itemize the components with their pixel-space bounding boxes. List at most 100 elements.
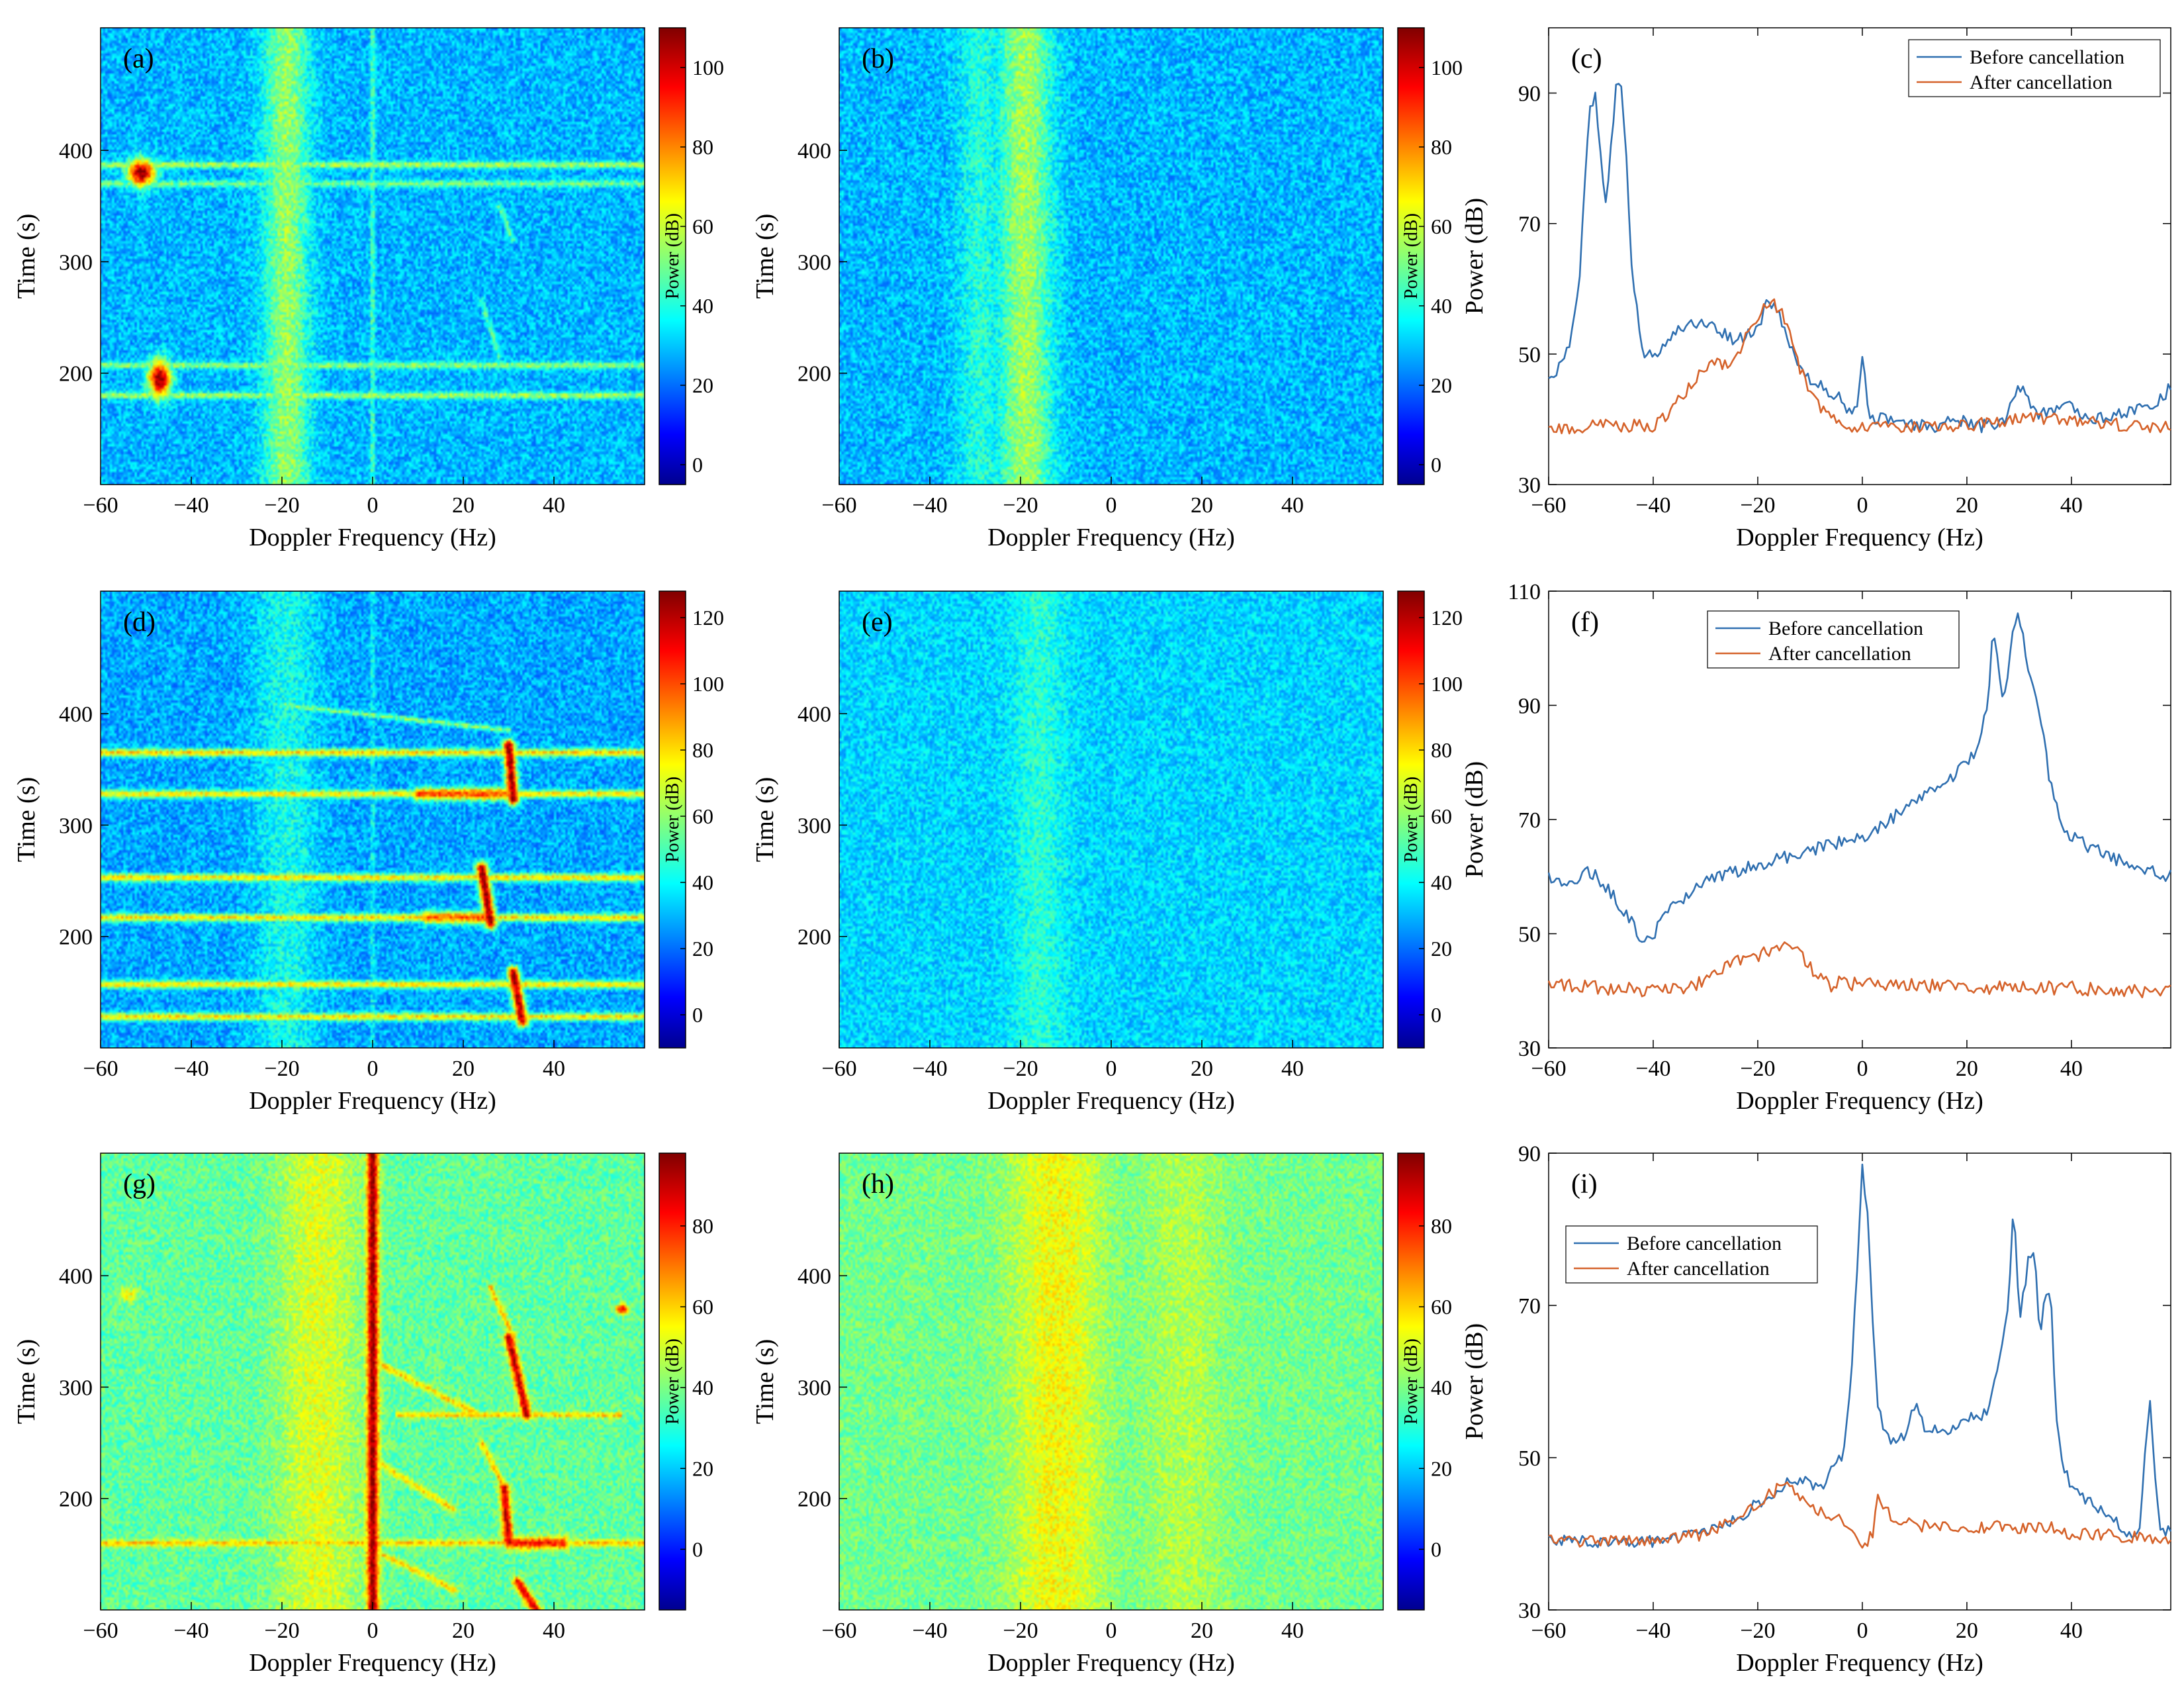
- colorbar-tick-label: 0: [692, 1003, 703, 1027]
- y-tick-label: 50: [1518, 343, 1541, 367]
- spectrogram-image: [839, 1153, 1383, 1610]
- y-tick-label: 110: [1508, 580, 1541, 604]
- x-tick-label: −60: [83, 1057, 118, 1081]
- x-tick-label: 20: [1956, 493, 1978, 518]
- panel-label: (c): [1571, 44, 1602, 74]
- x-tick-label: 40: [2060, 493, 2083, 518]
- colorbar: [1397, 1152, 1425, 1611]
- x-tick-label: −20: [1740, 493, 1775, 518]
- colorbar-tick-label: 0: [1431, 453, 1441, 477]
- y-tick-label: 400: [59, 1264, 93, 1289]
- colorbar-label: Power (dB): [1401, 1339, 1422, 1425]
- x-axis-label: Doppler Frequency (Hz): [249, 1649, 496, 1677]
- x-tick-label: −20: [1003, 493, 1038, 518]
- colorbar-tick-label: 40: [692, 870, 713, 894]
- y-tick-label: 200: [797, 1487, 831, 1512]
- x-tick-label: −60: [83, 1619, 118, 1643]
- y-tick-label: 50: [1518, 923, 1541, 947]
- panel-label: (f): [1571, 607, 1599, 637]
- y-tick-label: 300: [797, 250, 831, 275]
- x-tick-label: 0: [1106, 1057, 1117, 1081]
- x-tick-label: 0: [1106, 493, 1117, 518]
- x-tick-label: 0: [1106, 1619, 1117, 1643]
- y-tick-label: 400: [59, 702, 93, 727]
- x-tick-label: −20: [1740, 1619, 1775, 1643]
- colorbar: [1397, 27, 1425, 485]
- x-tick-label: −40: [173, 493, 208, 518]
- colorbar-tick-label: 0: [1431, 1003, 1441, 1027]
- y-tick-label: 30: [1518, 1599, 1541, 1623]
- x-tick-label: 0: [1856, 493, 1868, 518]
- y-tick-label: 90: [1518, 1142, 1541, 1166]
- legend-entry: After cancellation: [1768, 643, 1911, 665]
- legend-box: [1707, 610, 1960, 669]
- x-tick-label: −20: [1003, 1619, 1038, 1643]
- colorbar-tick-label: 20: [692, 373, 713, 397]
- colorbar-label: Power (dB): [1401, 776, 1422, 863]
- legend: Before cancellation After cancellation: [1908, 39, 2161, 97]
- x-tick-label: −40: [912, 1057, 947, 1081]
- panel-label: (d): [123, 607, 156, 637]
- spectrogram-image: [101, 1153, 645, 1610]
- y-tick-label: 300: [59, 814, 93, 838]
- y-axis-label: Power (dB): [1461, 761, 1488, 878]
- y-axis-label: Time (s): [751, 214, 779, 299]
- legend: Before cancellation After cancellation: [1707, 610, 1960, 669]
- x-axis-label: Doppler Frequency (Hz): [249, 1087, 496, 1115]
- x-tick-label: −20: [1003, 1057, 1038, 1081]
- x-tick-label: 0: [367, 1619, 379, 1643]
- x-tick-label: 20: [452, 1619, 475, 1643]
- colorbar-tick-label: 0: [692, 453, 703, 477]
- y-tick-label: 400: [797, 702, 831, 727]
- x-axis-label: Doppler Frequency (Hz): [987, 1087, 1235, 1115]
- y-tick-label: 400: [797, 1264, 831, 1289]
- y-axis-label: Time (s): [13, 777, 40, 862]
- x-tick-label: 20: [1191, 1057, 1213, 1081]
- y-tick-label: 50: [1518, 1446, 1541, 1471]
- x-tick-label: −40: [912, 1619, 947, 1643]
- x-tick-label: −60: [83, 493, 118, 518]
- colorbar-tick-label: 80: [1431, 1214, 1452, 1238]
- legend-entry: Before cancellation: [1627, 1233, 1782, 1254]
- x-axis-label: Doppler Frequency (Hz): [987, 1649, 1235, 1677]
- y-tick-label: 300: [797, 814, 831, 838]
- x-tick-label: −40: [1635, 493, 1670, 518]
- colorbar: [1397, 590, 1425, 1049]
- x-axis-label: Doppler Frequency (Hz): [1736, 524, 1983, 551]
- y-axis-label: Power (dB): [1461, 198, 1488, 314]
- x-tick-label: −40: [912, 493, 947, 518]
- x-tick-label: −60: [1531, 1619, 1566, 1643]
- y-axis-label: Time (s): [13, 214, 40, 299]
- y-axis-label: Time (s): [751, 777, 779, 862]
- x-tick-label: 40: [543, 1619, 565, 1643]
- x-tick-label: −60: [821, 493, 856, 518]
- colorbar-tick-label: 0: [1431, 1537, 1441, 1561]
- x-tick-label: −60: [1531, 1057, 1566, 1081]
- colorbar-tick-label: 100: [692, 672, 724, 696]
- x-tick-label: −20: [1740, 1057, 1775, 1081]
- colorbar: [659, 590, 686, 1049]
- colorbar-tick-label: 80: [692, 135, 713, 159]
- colorbar-tick-label: 120: [692, 606, 724, 630]
- colorbar-tick-label: 60: [692, 214, 713, 238]
- series-line-before: [1547, 612, 2172, 943]
- y-axis-label: Time (s): [751, 1339, 779, 1424]
- spectrogram-image: [101, 591, 645, 1048]
- panel-label: (e): [862, 607, 893, 637]
- y-tick-label: 200: [59, 1487, 93, 1512]
- colorbar-tick-label: 100: [1431, 56, 1463, 79]
- spectrogram-image: [839, 591, 1383, 1048]
- colorbar-tick-label: 60: [692, 804, 713, 828]
- y-tick-label: 30: [1518, 1037, 1541, 1061]
- colorbar: [659, 27, 686, 485]
- colorbar-tick-label: 80: [692, 1214, 713, 1238]
- x-tick-label: 0: [1856, 1057, 1868, 1081]
- x-tick-label: 20: [1191, 1619, 1213, 1643]
- x-tick-label: 40: [1281, 1619, 1304, 1643]
- colorbar-label: Power (dB): [1401, 213, 1422, 299]
- y-tick-label: 200: [797, 925, 831, 950]
- x-tick-label: 40: [2060, 1619, 2083, 1643]
- x-axis-label: Doppler Frequency (Hz): [1736, 1649, 1983, 1677]
